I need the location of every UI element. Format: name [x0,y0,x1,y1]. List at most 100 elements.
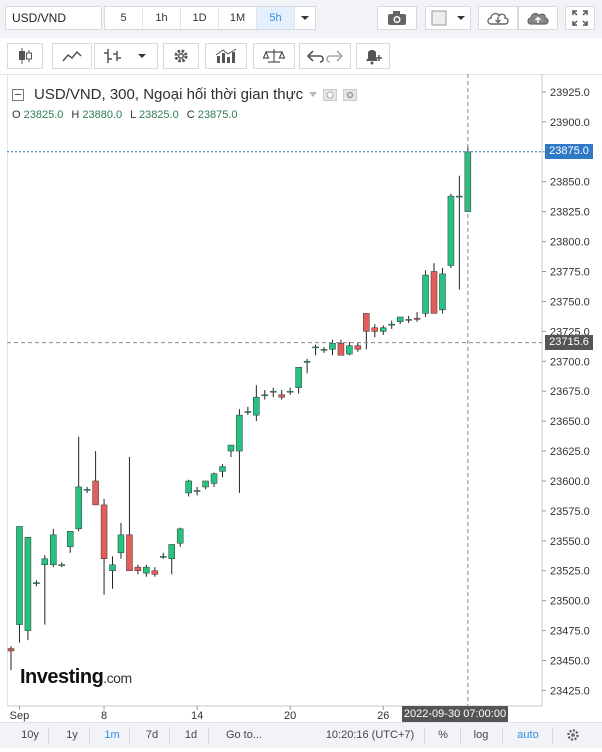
undo-redo-group [299,43,351,69]
separator [552,727,553,744]
percent-scale-toggle[interactable]: % [438,729,448,741]
candles-button[interactable] [7,43,43,69]
y-tick-label: 23700.0 [550,356,590,368]
x-tick-label: 26 [377,710,389,722]
line-chart-button[interactable] [52,43,92,69]
y-tick-label: 23800.0 [550,237,590,249]
chart-pane[interactable] [7,74,542,706]
fullscreen-button[interactable] [565,6,595,30]
y-tick-label: 23525.0 [550,566,590,578]
y-tick-label: 23475.0 [550,626,590,638]
redo-icon[interactable] [325,49,343,63]
series-title: USD/VND, 300, Ngoại hối thời gian thực [34,86,304,103]
bottom-toolbar: 10y 1y 1m 7d 1d Go to... 10:20:16 (UTC+7… [0,722,602,748]
range-1d[interactable]: 1d [184,729,198,741]
close-value: C 23875.0 [186,109,238,121]
x-axis-ticks: Sep 8 14 20 26 [10,706,389,722]
chart-legend: USD/VND, 300, Ngoại hối thời gian thực O… [12,86,358,121]
y-tick-label: 23850.0 [550,177,590,189]
gear-icon [174,49,188,63]
y-tick-label: 23550.0 [550,536,590,548]
interval-5h[interactable]: 5h [257,7,295,29]
bars-icon [104,49,146,63]
y-tick-label: 23500.0 [550,596,590,608]
y-tick-label: 23600.0 [550,476,590,488]
settings-button[interactable] [163,43,199,69]
chevron-down-icon[interactable] [309,92,318,97]
line-chart-icon [62,50,82,62]
cloud-download-icon [487,12,509,25]
low-value: L 23825.0 [130,109,179,121]
interval-1h[interactable]: 1h [143,7,181,29]
y-tick-label: 23625.0 [550,446,590,458]
cloud-upload-button[interactable] [518,6,558,30]
screenshot-button[interactable] [377,6,417,30]
range-1y[interactable]: 1y [66,729,78,741]
chevron-down-icon [301,16,309,20]
gear-icon[interactable] [343,88,358,101]
interval-5[interactable]: 5 [105,7,143,29]
separator [169,727,170,744]
range-7d[interactable]: 7d [145,729,159,741]
crosshair-time-label: 2022-09-30 07:00:00 [402,706,508,722]
separator [129,727,130,744]
last-price-label: 23875.0 [545,143,593,159]
y-tick-label: 23425.0 [550,685,590,697]
cloud-download-button[interactable] [478,6,518,30]
chart-style-dropdown[interactable] [425,6,471,30]
y-tick-label: 23750.0 [550,296,590,308]
auto-scale-toggle[interactable]: auto [517,729,539,741]
eye-icon[interactable] [323,88,338,101]
x-tick-label: Sep [10,710,30,722]
interval-dropdown-button[interactable] [295,7,315,29]
timezone-clock[interactable]: 10:20:16 (UTC+7) [325,729,415,741]
y-tick-label: 23650.0 [550,416,590,428]
y-tick-label: 23775.0 [550,267,590,279]
y-axis-ticks: 23425.0 23450.0 23475.0 23500.0 23525.0 23550… [542,87,590,697]
y-tick-label: 23900.0 [550,117,590,129]
range-1m[interactable]: 1m [104,729,120,741]
open-value: O 23825.0 [12,109,64,121]
y-tick-label: 23450.0 [550,656,590,668]
separator [502,727,503,744]
collapse-legend-icon[interactable] [12,88,24,101]
x-tick-label: 8 [101,710,107,722]
bars-dropdown[interactable] [94,43,158,69]
fullscreen-icon [572,10,588,26]
undo-icon[interactable] [307,49,325,63]
separator [48,727,49,744]
y-tick-label: 23675.0 [550,386,590,398]
range-10y[interactable]: 10y [21,729,39,741]
goto-date-button[interactable]: Go to... [225,729,263,741]
alert-button[interactable] [356,43,390,69]
top-toolbar: USD/VND 5 1h 1D 1M 5h [0,0,602,39]
x-tick-label: 20 [284,710,296,722]
high-value: H 23880.0 [71,109,123,121]
scale-icon [263,49,285,63]
separator [460,727,461,744]
chart-toolbar [0,38,602,75]
chart-properties-button[interactable] [560,723,586,748]
legend-title-row: USD/VND, 300, Ngoại hối thời gian thực [12,86,358,103]
camera-icon [388,11,406,25]
interval-1m[interactable]: 1M [219,7,257,29]
symbol-search-input[interactable]: USD/VND [5,6,102,30]
candles-icon [19,48,32,64]
y-tick-label: 23925.0 [550,87,590,99]
indicators-button[interactable] [205,43,247,69]
log-scale-toggle[interactable]: log [473,729,489,741]
crosshair-price-label: 23715.6 [545,334,593,350]
y-tick-label: 23825.0 [550,207,590,219]
color-swatch-icon [431,10,465,26]
ohlc-values: O 23825.0 H 23880.0 L 23825.0 C 23875.0 [12,109,357,121]
bell-plus-icon [366,50,382,65]
separator [424,727,425,744]
compare-button[interactable] [253,43,295,69]
cloud-upload-icon [527,12,549,25]
y-tick-label: 23575.0 [550,506,590,518]
separator [208,727,209,744]
x-tick-label: 14 [191,710,203,722]
interval-1d[interactable]: 1D [181,7,219,29]
indicators-icon [215,48,237,63]
interval-selector: 5 1h 1D 1M 5h [104,6,316,30]
